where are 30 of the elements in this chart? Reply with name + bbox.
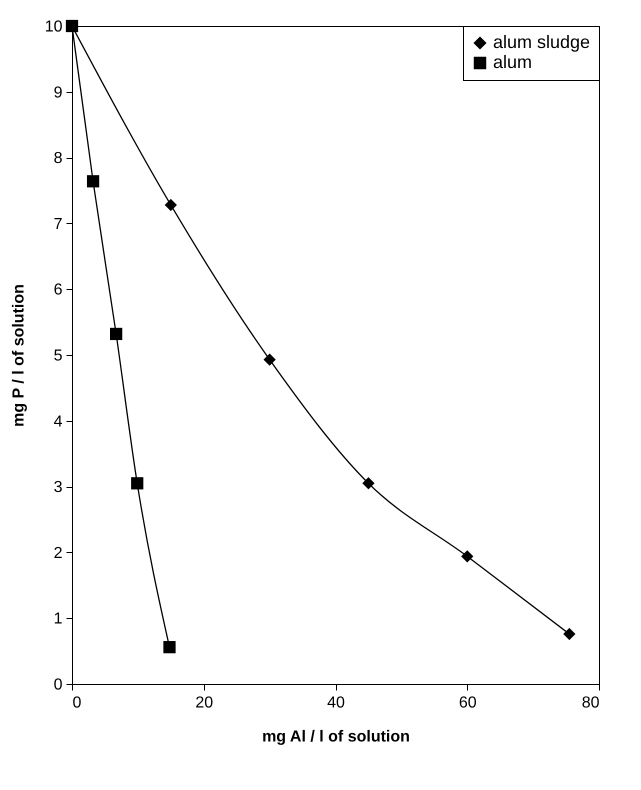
y-tick-label: 10 — [44, 18, 63, 36]
point — [264, 353, 276, 366]
point — [461, 550, 474, 562]
point — [164, 198, 177, 212]
y-tick-label: 0 — [54, 676, 63, 694]
y-tick-label: 1 — [54, 610, 63, 628]
y-tick-label: 2 — [54, 544, 63, 562]
point — [66, 20, 78, 32]
legend-label: alum sludge — [493, 32, 590, 52]
y-tick-label: 9 — [54, 84, 63, 102]
y-axis-title: mg P / l of solution — [10, 284, 28, 427]
x-tick-label: 0 — [72, 694, 82, 712]
y-tick-label: 5 — [54, 348, 63, 364]
point — [86, 175, 100, 188]
legend-label: alum — [493, 52, 532, 72]
point — [110, 328, 122, 340]
x-axis-title: mg Al / l of solution — [262, 728, 410, 746]
x-tick-label: 60 — [458, 694, 477, 712]
point — [163, 641, 176, 654]
y-tick-label: 4 — [54, 413, 63, 430]
x-tick-label: 20 — [195, 694, 214, 712]
point — [131, 477, 144, 490]
x-tick-label: 80 — [582, 694, 600, 712]
x-tick-label: 40 — [327, 694, 345, 712]
y-tick-label: 3 — [54, 479, 63, 496]
y-tick-label: 7 — [54, 216, 63, 233]
point — [362, 477, 375, 490]
point — [563, 628, 576, 640]
y-tick-label: 8 — [54, 150, 63, 168]
y-tick-label: 6 — [54, 282, 63, 299]
